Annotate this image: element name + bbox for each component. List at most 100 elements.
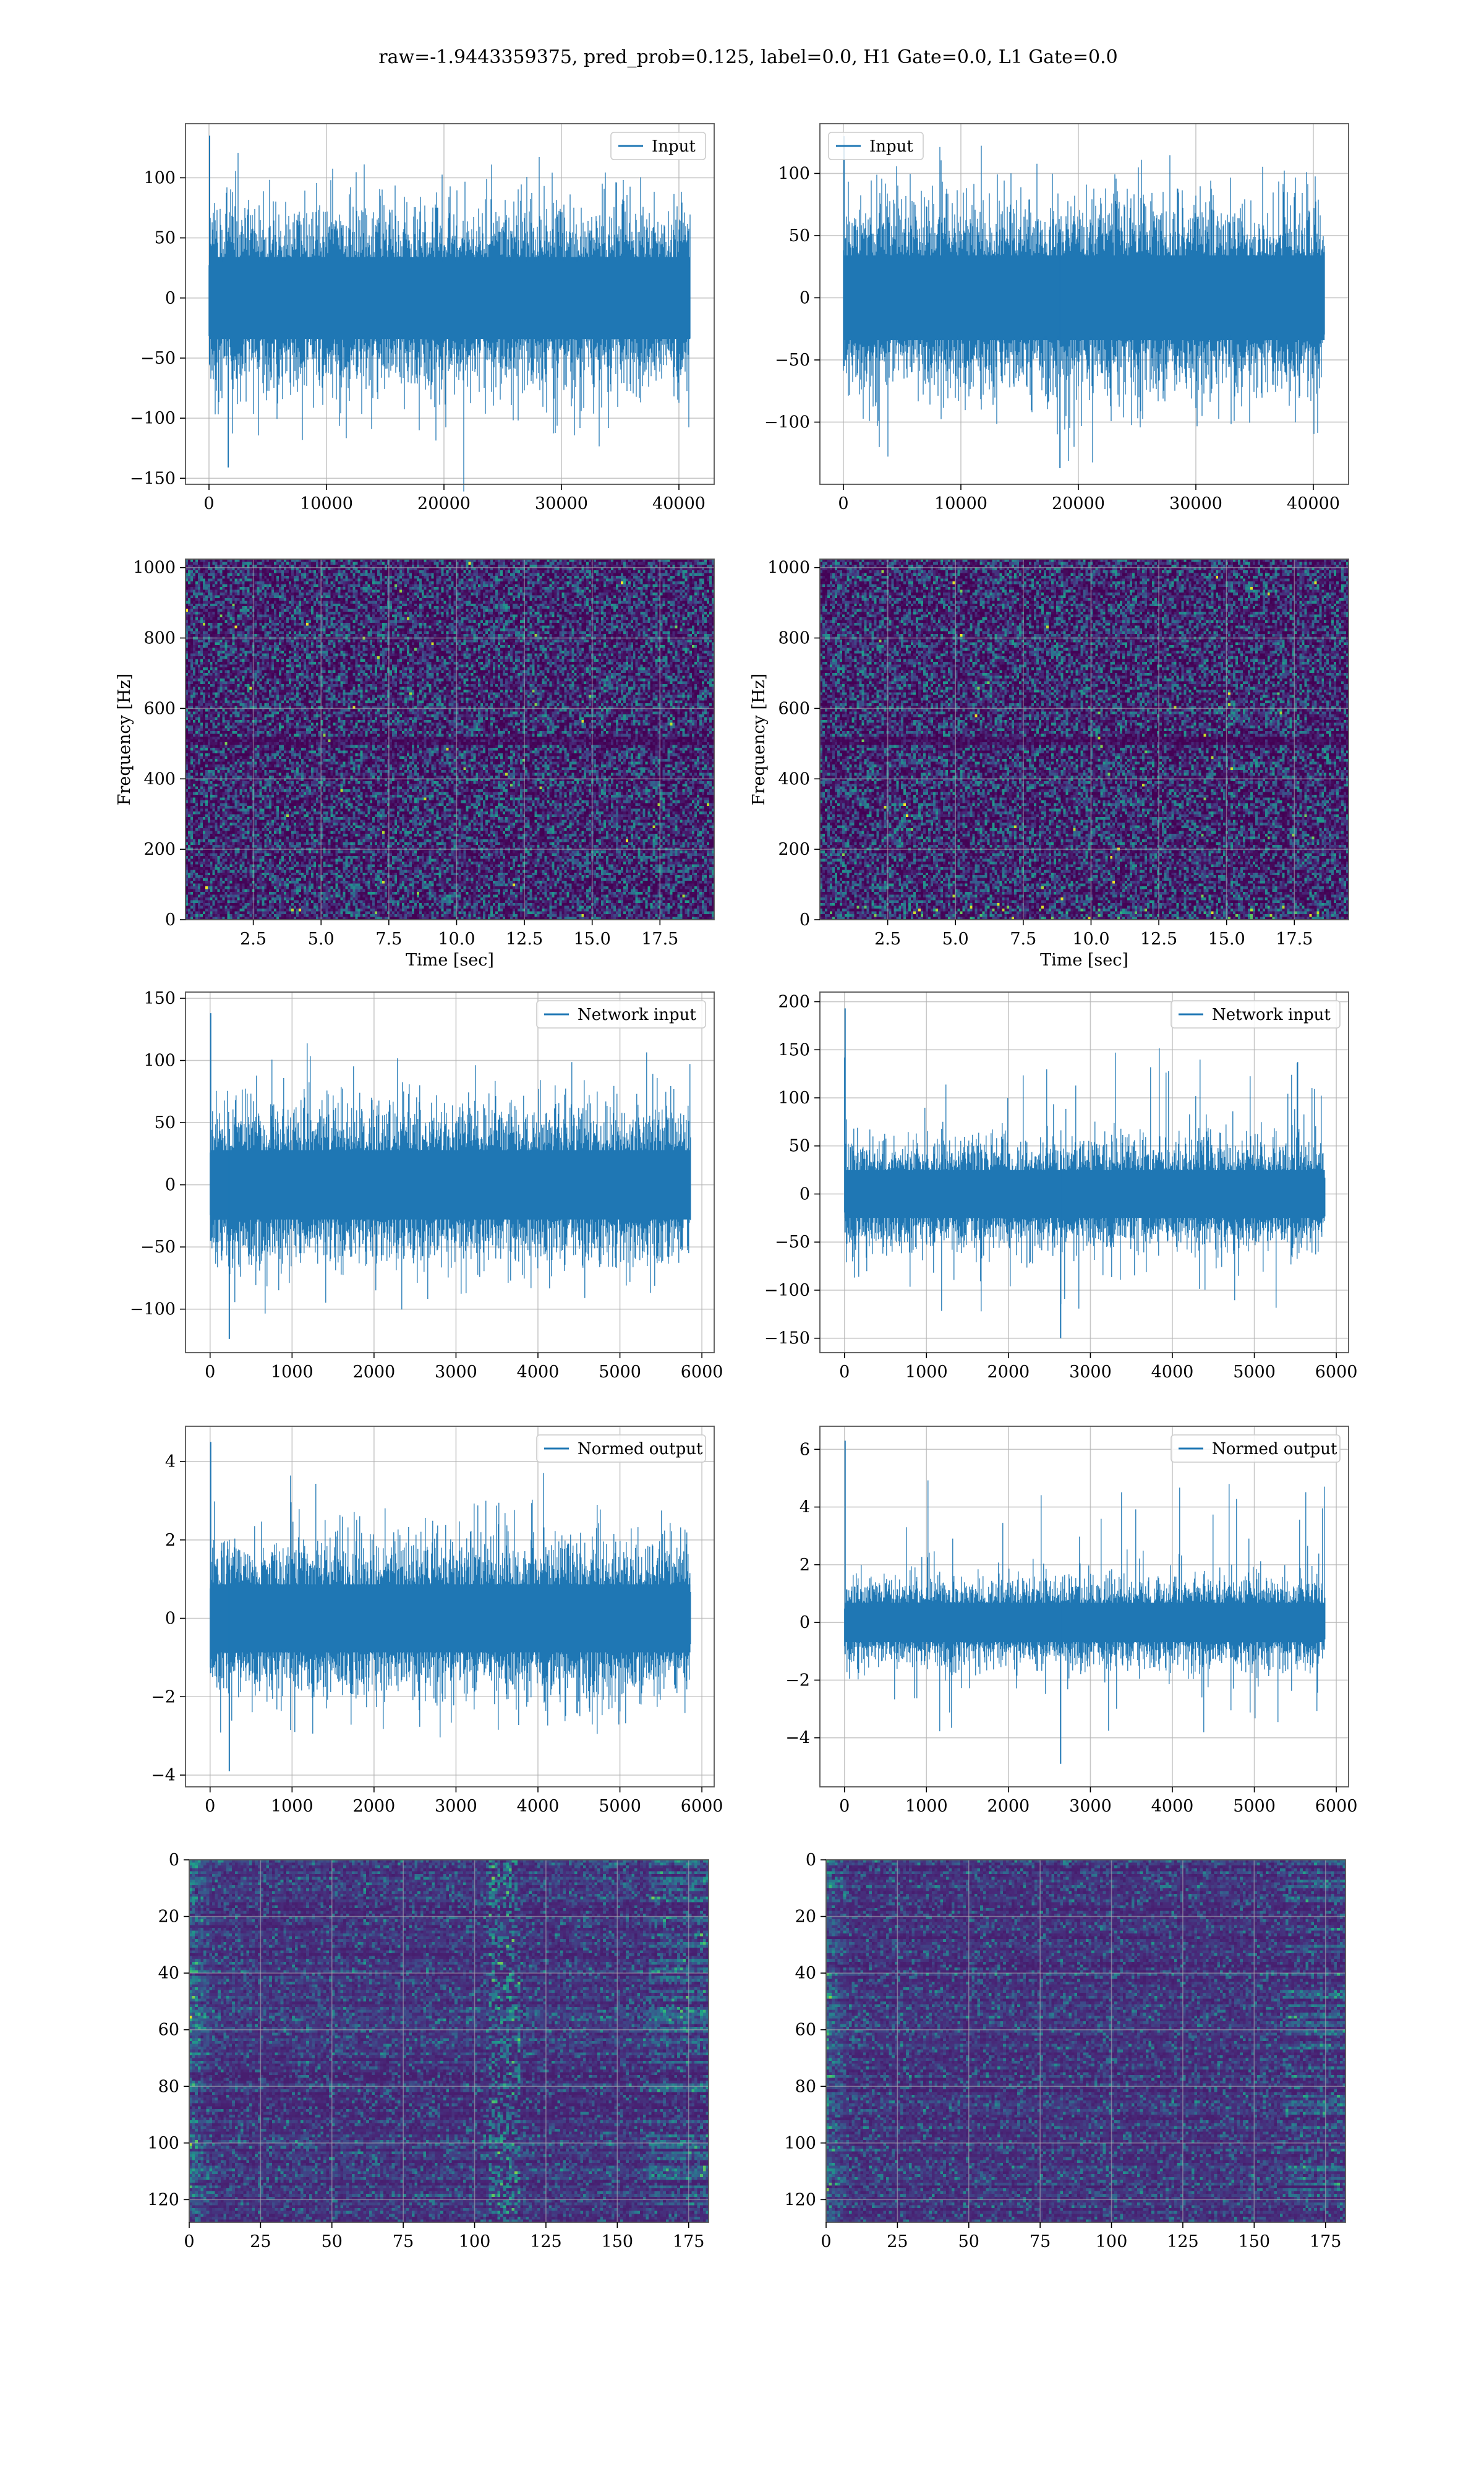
y-tick-label: 50 bbox=[155, 1113, 176, 1132]
legend: Input bbox=[828, 132, 924, 160]
y-tick-label: −4 bbox=[785, 1729, 810, 1748]
x-tick-label: 175 bbox=[673, 2232, 705, 2251]
legend-box bbox=[610, 132, 706, 160]
x-tick-label: 100 bbox=[459, 2232, 491, 2251]
y-tick-label: 400 bbox=[143, 769, 176, 789]
x-tick-label: 4000 bbox=[1151, 1363, 1194, 1382]
y-tick-label: −4 bbox=[151, 1766, 176, 1785]
legend-label: Input bbox=[652, 137, 696, 156]
x-tick-label: 7.5 bbox=[1010, 930, 1036, 949]
y-tick-label: 0 bbox=[800, 1613, 810, 1632]
x-tick-label: 0 bbox=[205, 1363, 215, 1382]
y-tick-label: 0 bbox=[165, 910, 176, 930]
x-tick-label: 12.5 bbox=[1140, 930, 1177, 949]
legend-box bbox=[1171, 1000, 1341, 1029]
legend: Input bbox=[610, 132, 706, 160]
x-tick-label: 6000 bbox=[681, 1797, 723, 1816]
y-tick-label: −100 bbox=[130, 1300, 176, 1319]
axes-frame bbox=[825, 1859, 1346, 2223]
legend: Network input bbox=[536, 1000, 706, 1029]
y-tick-label: 0 bbox=[169, 1851, 179, 1870]
y-tick-label: 0 bbox=[806, 1851, 816, 1870]
legend-label: Input bbox=[869, 137, 913, 156]
y-tick-label: 40 bbox=[795, 1964, 816, 1983]
figure-title: raw=-1.9443359375, pred_prob=0.125, labe… bbox=[378, 46, 1118, 68]
chart-features-h1: 0 25 50 75 100 125 150 175 0 20 40 60 80 100 120 bbox=[147, 1851, 709, 2251]
y-tick-label: 0 bbox=[165, 289, 176, 308]
y-tick-label: 600 bbox=[778, 699, 810, 718]
y-tick-label: 60 bbox=[795, 2021, 816, 2040]
axes-frame bbox=[185, 1426, 715, 1787]
x-tick-label: 0 bbox=[838, 494, 848, 513]
grid bbox=[825, 1859, 1345, 2222]
x-tick-label: 1000 bbox=[271, 1363, 313, 1382]
x-axis-label: Time [sec] bbox=[1040, 951, 1128, 970]
y-tick-label: −50 bbox=[140, 349, 176, 368]
y-tick-label: 40 bbox=[158, 1964, 179, 1983]
y-tick-label: −100 bbox=[764, 413, 810, 432]
y-tick-label: −150 bbox=[130, 469, 176, 488]
x-tick-label: 6000 bbox=[1315, 1363, 1358, 1382]
x-tick-label: 40000 bbox=[652, 494, 706, 513]
y-tick-label: 150 bbox=[778, 1040, 810, 1059]
axes-frame bbox=[189, 1859, 709, 2223]
x-tick-label: 15.0 bbox=[1208, 930, 1245, 949]
x-tick-label: 12.5 bbox=[506, 930, 543, 949]
y-tick-label: 400 bbox=[778, 769, 810, 789]
x-tick-label: 3000 bbox=[435, 1797, 477, 1816]
y-tick-label: 200 bbox=[778, 840, 810, 859]
legend-label: Network input bbox=[1212, 1006, 1331, 1024]
y-tick-label: 200 bbox=[143, 840, 176, 859]
chart-input-l1: 0 10000 20000 30000 40000 −100 −50 0 50 100 Input bbox=[764, 123, 1349, 513]
y-tick-label: −50 bbox=[775, 351, 810, 370]
y-tick-label: 60 bbox=[158, 2021, 179, 2040]
x-tick-label: 5000 bbox=[1233, 1797, 1276, 1816]
y-tick-label: 150 bbox=[143, 989, 176, 1008]
x-tick-label: 40000 bbox=[1287, 494, 1340, 513]
x-tick-label: 5000 bbox=[1233, 1363, 1276, 1382]
chart-spectrogram-h1: 2.5 5.0 7.5 10.0 12.5 15.0 17.5 0 200 400 600 800 10… bbox=[115, 559, 715, 970]
y-tick-label: −150 bbox=[764, 1329, 810, 1348]
chart-spectrogram-l1: 2.5 5.0 7.5 10.0 12.5 15.0 17.5 0 200 400 600 800 10… bbox=[749, 559, 1349, 970]
legend-box bbox=[536, 1434, 706, 1463]
x-tick-label: 1000 bbox=[905, 1797, 948, 1816]
y-tick-label: 0 bbox=[800, 1184, 810, 1204]
x-tick-label: 0 bbox=[839, 1797, 850, 1816]
y-tick-label: 200 bbox=[778, 993, 810, 1012]
x-tick-label: 2.5 bbox=[240, 930, 267, 949]
x-tick-label: 150 bbox=[602, 2232, 634, 2251]
x-tick-label: 1000 bbox=[905, 1363, 948, 1382]
x-tick-label: 2000 bbox=[353, 1363, 396, 1382]
y-tick-label: 2 bbox=[165, 1531, 176, 1550]
x-tick-label: 10000 bbox=[300, 494, 353, 513]
x-tick-label: 25 bbox=[887, 2232, 908, 2251]
legend-label: Network input bbox=[578, 1006, 696, 1024]
x-tick-label: 20000 bbox=[1052, 494, 1105, 513]
x-tick-label: 2.5 bbox=[874, 930, 901, 949]
x-tick-label: 10.0 bbox=[438, 930, 475, 949]
x-tick-label: 4000 bbox=[517, 1797, 560, 1816]
x-tick-label: 5000 bbox=[599, 1363, 641, 1382]
heatmap-image bbox=[820, 559, 1349, 920]
chart-normed-output-l1: 0 1000 2000 3000 4000 5000 6000 −4 −2 0 2 4 6 Normed … bbox=[785, 1426, 1357, 1816]
y-tick-label: 100 bbox=[143, 1051, 176, 1071]
x-tick-label: 10000 bbox=[934, 494, 987, 513]
x-tick-label: 17.5 bbox=[641, 930, 678, 949]
chart-network-input-l1: 0 1000 2000 3000 4000 5000 6000 −150 −100 −50 0 50 1… bbox=[764, 991, 1358, 1382]
heatmap-image bbox=[189, 1860, 709, 2222]
y-tick-label: 6 bbox=[800, 1440, 810, 1459]
x-tick-label: 75 bbox=[1030, 2232, 1051, 2251]
legend: Normed output bbox=[536, 1434, 706, 1463]
x-tick-label: 0 bbox=[205, 1797, 215, 1816]
y-tick-label: 20 bbox=[158, 1907, 179, 1927]
legend-box bbox=[1171, 1434, 1341, 1463]
y-tick-label: 80 bbox=[158, 2077, 179, 2096]
x-tick-label: 50 bbox=[322, 2232, 343, 2251]
y-tick-label: 100 bbox=[143, 168, 176, 187]
x-tick-label: 7.5 bbox=[375, 930, 402, 949]
y-tick-label: 0 bbox=[800, 288, 810, 307]
axes-frame bbox=[185, 123, 715, 485]
y-tick-label: 1000 bbox=[133, 559, 176, 578]
y-tick-label: 120 bbox=[147, 2190, 179, 2209]
y-tick-label: −2 bbox=[785, 1671, 810, 1690]
